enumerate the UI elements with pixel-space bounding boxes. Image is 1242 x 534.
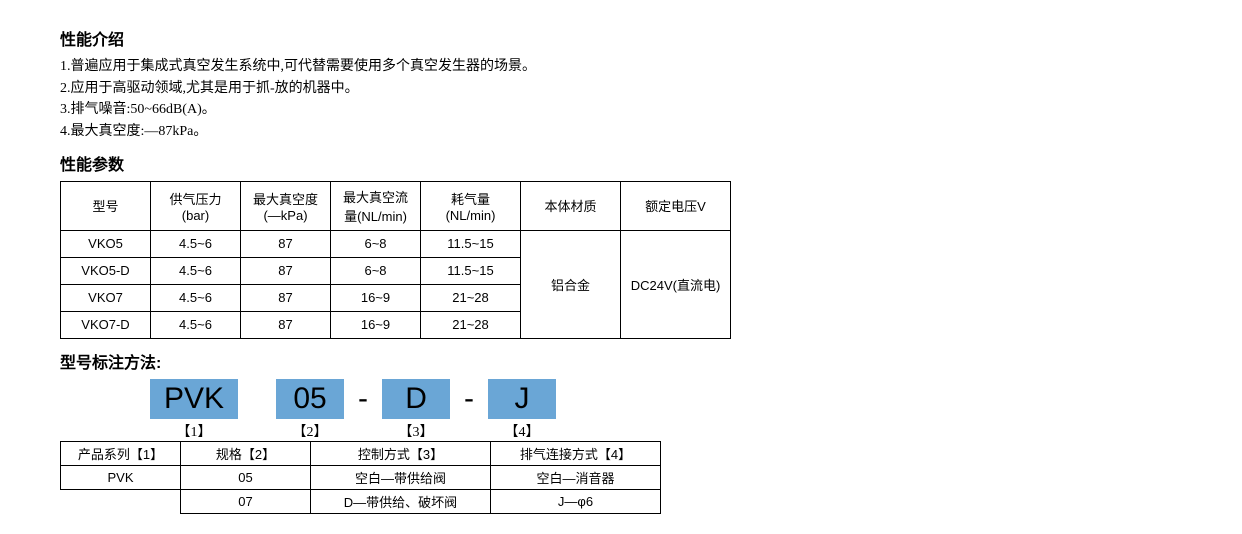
legend-table: 产品系列【1】 规格【2】 控制方式【3】 排气连接方式【4】 PVK 05 空…: [60, 441, 661, 514]
section-heading-model: 型号标注方法:: [60, 349, 1182, 373]
model-code-row: PVK 【1】 05 【2】 - D 【3】 - J 【4】: [150, 379, 1182, 441]
spec-cell-voltage: DC24V(直流电): [621, 230, 731, 338]
legend-cell: 空白—带供给阀: [311, 465, 491, 489]
spec-cell: 11.5~15: [421, 230, 521, 257]
legend-header: 控制方式【3】: [311, 441, 491, 465]
spec-cell: 4.5~6: [151, 230, 241, 257]
model-index: 【3】: [399, 421, 434, 441]
spec-cell-material: 铝合金: [521, 230, 621, 338]
legend-header: 规格【2】: [181, 441, 311, 465]
spec-cell: 87: [241, 230, 331, 257]
legend-cell: PVK: [61, 465, 181, 489]
model-part-3: D 【3】: [382, 379, 450, 441]
legend-cell: J—φ6: [491, 489, 661, 513]
spec-cell: 16~9: [331, 284, 421, 311]
legend-row: PVK 05 空白—带供给阀 空白—消音器: [61, 465, 661, 489]
model-box: D: [382, 379, 450, 419]
model-part-2: 05 【2】: [276, 379, 344, 441]
model-index: 【4】: [505, 421, 540, 441]
spec-header: 本体材质: [521, 181, 621, 230]
spec-cell: VKO7-D: [61, 311, 151, 338]
spec-header: 供气压力(bar): [151, 181, 241, 230]
model-part-4: J 【4】: [488, 379, 556, 441]
spec-cell: VKO5-D: [61, 257, 151, 284]
spec-cell: 6~8: [331, 257, 421, 284]
spec-cell: VKO5: [61, 230, 151, 257]
spec-table: 型号 供气压力(bar) 最大真空度(—kPa) 最大真空流量(NL/min) …: [60, 181, 731, 339]
model-index: 【2】: [293, 421, 328, 441]
spec-cell: 21~28: [421, 311, 521, 338]
spec-header: 最大真空流量(NL/min): [331, 181, 421, 230]
spec-cell: 16~9: [331, 311, 421, 338]
model-part-1: PVK 【1】: [150, 379, 238, 441]
legend-cell: D—带供给、破坏阀: [311, 489, 491, 513]
section-heading-params: 性能参数: [60, 151, 1182, 175]
spec-cell: 87: [241, 284, 331, 311]
spec-cell: VKO7: [61, 284, 151, 311]
spec-header: 最大真空度(—kPa): [241, 181, 331, 230]
legend-row: 07 D—带供给、破坏阀 J—φ6: [61, 489, 661, 513]
legend-header: 排气连接方式【4】: [491, 441, 661, 465]
spec-header-row: 型号 供气压力(bar) 最大真空度(—kPa) 最大真空流量(NL/min) …: [61, 181, 731, 230]
legend-header-row: 产品系列【1】 规格【2】 控制方式【3】 排气连接方式【4】: [61, 441, 661, 465]
intro-item: 1.普遍应用于集成式真空发生系统中,可代替需要使用多个真空发生器的场景。: [60, 56, 1182, 78]
model-index: 【1】: [177, 421, 212, 441]
spec-cell: 21~28: [421, 284, 521, 311]
model-box: PVK: [150, 379, 238, 419]
model-box: J: [488, 379, 556, 419]
spec-header: 型号: [61, 181, 151, 230]
spec-header: 额定电压V: [621, 181, 731, 230]
intro-item: 4.最大真空度:—87kPa。: [60, 121, 1182, 143]
spec-cell: 4.5~6: [151, 257, 241, 284]
spec-row: VKO5 4.5~6 87 6~8 11.5~15 铝合金 DC24V(直流电): [61, 230, 731, 257]
intro-item: 3.排气噪音:50~66dB(A)。: [60, 99, 1182, 121]
spec-cell: 4.5~6: [151, 284, 241, 311]
model-dash: -: [358, 379, 368, 419]
model-box: 05: [276, 379, 344, 419]
legend-cell: 空白—消音器: [491, 465, 661, 489]
legend-cell-empty: [61, 489, 181, 513]
legend-cell: 07: [181, 489, 311, 513]
spec-cell: 6~8: [331, 230, 421, 257]
intro-list: 1.普遍应用于集成式真空发生系统中,可代替需要使用多个真空发生器的场景。 2.应…: [60, 56, 1182, 143]
spec-cell: 87: [241, 257, 331, 284]
spec-cell: 11.5~15: [421, 257, 521, 284]
spec-cell: 4.5~6: [151, 311, 241, 338]
spec-header: 耗气量(NL/min): [421, 181, 521, 230]
legend-cell: 05: [181, 465, 311, 489]
section-heading-intro: 性能介绍: [60, 26, 1182, 50]
legend-header: 产品系列【1】: [61, 441, 181, 465]
model-dash: -: [464, 379, 474, 419]
intro-item: 2.应用于高驱动领域,尤其是用于抓-放的机器中。: [60, 78, 1182, 100]
spec-cell: 87: [241, 311, 331, 338]
